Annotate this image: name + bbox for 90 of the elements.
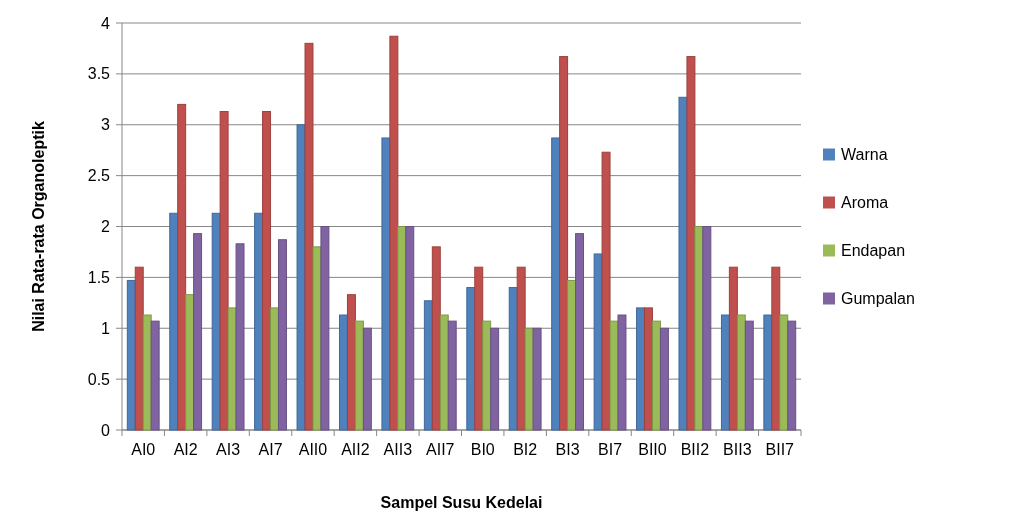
bar (508, 287, 518, 431)
bar (609, 320, 619, 431)
bar (389, 35, 399, 431)
x-tick-label: BI7 (598, 441, 623, 458)
bar (362, 327, 372, 431)
bar (235, 243, 245, 431)
x-tick-label: BII0 (638, 441, 667, 458)
bar (728, 266, 738, 431)
bar (779, 314, 789, 431)
bar (177, 103, 187, 431)
x-tick-label: AI3 (216, 441, 241, 458)
bar (787, 320, 797, 431)
bar (227, 307, 237, 431)
x-tick-label: BI3 (555, 441, 580, 458)
legend-label: Gumpalan (841, 290, 915, 308)
y-axis-title: Nilai Rata-rata Organoleptik (30, 121, 47, 332)
y-tick-label: 3 (101, 116, 111, 134)
bar (686, 56, 696, 431)
bar (381, 137, 391, 431)
bar (651, 320, 661, 431)
bar (617, 314, 627, 431)
x-axis-title: Sampel Susu Kedelai (380, 494, 543, 511)
bar (277, 239, 287, 431)
bar (551, 137, 561, 431)
bar (219, 111, 229, 431)
y-tick-label: 1.5 (87, 268, 111, 286)
legend-label: Warna (841, 146, 888, 164)
x-tick-label: BII2 (680, 441, 710, 458)
bar (126, 279, 136, 431)
x-tick-label: AII3 (383, 441, 413, 458)
bar (474, 266, 484, 431)
bar (312, 246, 322, 431)
bar (694, 226, 704, 431)
bar (397, 226, 407, 431)
y-tick-label: 1 (101, 319, 111, 337)
x-tick-label: AII0 (298, 441, 328, 458)
y-tick-label: 0.5 (87, 370, 111, 388)
bar (405, 226, 415, 431)
bar (185, 294, 195, 431)
bar (575, 233, 585, 431)
bar (270, 307, 279, 431)
bar (601, 151, 611, 431)
bar (559, 56, 569, 431)
bar (466, 287, 476, 431)
bar (744, 320, 754, 431)
bar (516, 266, 526, 431)
bar (193, 233, 203, 431)
legend-label: Aroma (841, 194, 889, 212)
x-tick-label: AI7 (258, 441, 283, 458)
x-tick-label: AII2 (341, 441, 370, 458)
bar (482, 320, 492, 431)
bar (150, 320, 160, 431)
bar (134, 266, 144, 431)
x-tick-label: AI2 (173, 441, 198, 458)
bar (763, 314, 773, 431)
x-tick-label: AI0 (131, 441, 156, 458)
bar (296, 124, 306, 431)
y-tick-label: 3.5 (87, 65, 111, 83)
y-tick-label: 0 (101, 421, 111, 439)
bar (447, 320, 457, 431)
bar (423, 300, 433, 431)
x-tick-label: BI2 (513, 441, 538, 458)
bar (532, 327, 542, 431)
x-tick-label: AII7 (426, 441, 455, 458)
x-tick-label: BII7 (765, 441, 795, 458)
bar (320, 226, 330, 431)
bar (636, 307, 646, 431)
bar (354, 320, 364, 431)
x-tick-label: BII3 (723, 441, 752, 458)
bar (736, 314, 746, 431)
bar (338, 314, 348, 431)
bar (644, 307, 653, 431)
bar (659, 327, 669, 431)
bar (720, 314, 730, 431)
bar (490, 327, 500, 431)
bar (702, 226, 712, 431)
bar (771, 266, 781, 431)
bar (304, 42, 314, 431)
bar (439, 314, 449, 431)
bar (142, 314, 152, 431)
y-tick-label: 4 (101, 14, 111, 32)
y-tick-label: 2.5 (87, 167, 111, 185)
legend-label: Endapan (841, 242, 906, 260)
bar (593, 253, 603, 431)
bar (567, 279, 577, 431)
x-tick-label: BI0 (470, 441, 495, 458)
bar (346, 294, 356, 431)
bar (262, 111, 272, 431)
bar (431, 246, 441, 431)
y-tick-label: 2 (101, 218, 111, 236)
